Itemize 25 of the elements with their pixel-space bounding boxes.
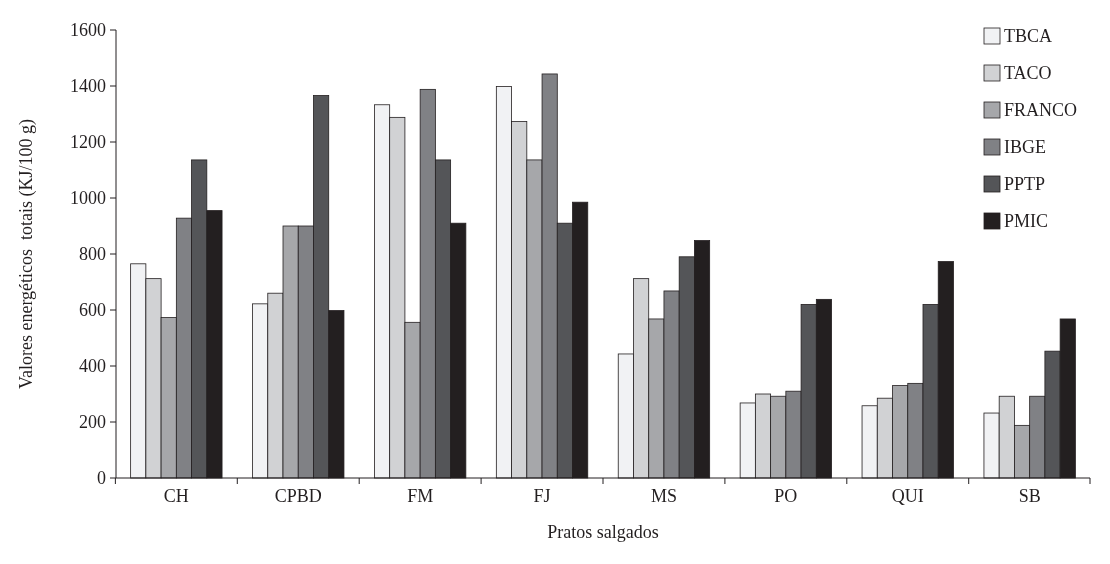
legend-label: IBGE xyxy=(1004,137,1046,158)
x-tick-label: MS xyxy=(650,486,677,506)
y-tick-label: 1200 xyxy=(70,132,106,153)
y-tick-label: 1000 xyxy=(70,188,106,209)
x-tick-label: PO xyxy=(774,486,798,506)
x-tick-label: SB xyxy=(1018,486,1041,506)
y-tick-label: 0 xyxy=(97,468,106,489)
legend-label: PPTP xyxy=(1004,174,1046,195)
y-tick-label: 200 xyxy=(79,412,106,433)
y-tick-label: 1400 xyxy=(70,76,106,97)
x-tick-label: CH xyxy=(163,486,189,506)
x-tick-label: FM xyxy=(407,486,434,506)
y-tick-label: 800 xyxy=(79,244,106,265)
y-tick-label: 600 xyxy=(79,300,106,321)
x-tick-label: CPBD xyxy=(274,486,322,506)
x-tick-label: QUI xyxy=(891,486,924,506)
y-tick-label: 1600 xyxy=(70,20,106,41)
y-axis-title: Valores energéticos totais (KJ/100 g) xyxy=(16,118,37,390)
x-tick-label: FJ xyxy=(533,486,551,506)
legend-label: TBCA xyxy=(1004,26,1053,47)
y-tick-label: 400 xyxy=(79,356,106,377)
legend-label: FRANCO xyxy=(1004,100,1078,121)
x-axis-title: Pratos salgados xyxy=(547,522,659,542)
legend-label: PMIC xyxy=(1004,211,1049,232)
legend-label: TACO xyxy=(1004,63,1052,84)
